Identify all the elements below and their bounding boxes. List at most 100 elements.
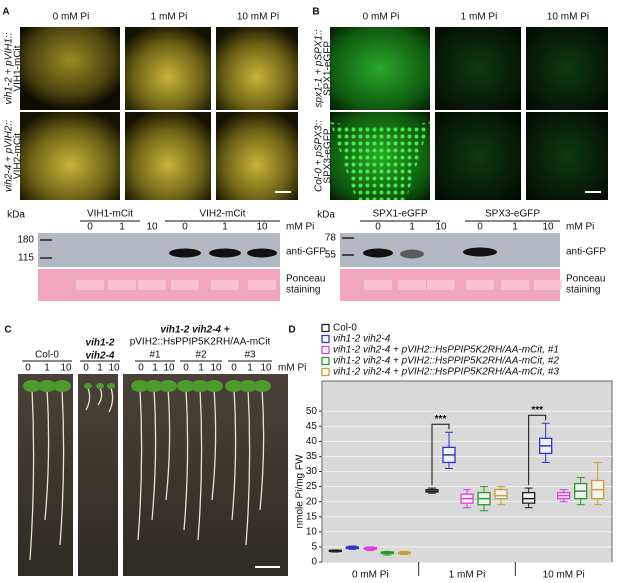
legend-label: Col-0: [333, 323, 357, 334]
ponceau-band: [501, 280, 529, 290]
x-tick-label: 10 mM Pi: [543, 570, 585, 581]
legend-swatch: [321, 345, 330, 355]
panel-letter: A: [2, 7, 9, 18]
lane-label: 1: [222, 222, 228, 233]
x-tick-label: 0 mM Pi: [352, 570, 389, 581]
rosette: [107, 383, 115, 389]
row-label: vih2-4 + pVIH2::: [4, 120, 15, 192]
stain-label: Ponceau: [566, 274, 605, 285]
significance-label: ***: [435, 414, 447, 425]
lane-label: 1: [409, 222, 415, 233]
blot-band: [363, 248, 393, 258]
group-label: vih1-2: [86, 338, 115, 349]
lane-label: 10: [163, 363, 175, 374]
micrograph: [125, 112, 211, 200]
y-tick-label: 10: [306, 526, 318, 537]
antibody-label: anti-GFP: [566, 247, 606, 258]
root: [108, 387, 114, 413]
blot-group-label: SPX3-eGFP: [485, 209, 540, 220]
y-tick-label: 30: [306, 466, 318, 477]
legend-label: vih1-2 vih2-4 + pVIH2::HsPPIP5K2RH/AA-mC…: [333, 367, 559, 378]
column-label: 1 mM Pi: [151, 12, 188, 23]
y-axis-label: nmole Pi/mg FW: [295, 454, 306, 528]
rosette: [253, 380, 271, 392]
micrograph: [20, 112, 120, 200]
blot-group-label: SPX1-eGFP: [372, 209, 427, 220]
row-label: VIH2-mCit: [13, 133, 24, 179]
ponceau-band: [108, 280, 136, 290]
kda-label: kDa: [317, 210, 335, 221]
lane-label: 1: [97, 363, 103, 374]
y-tick-label: 35: [306, 451, 318, 462]
y-tick-label: 45: [306, 421, 318, 432]
panel-letter: B: [312, 7, 319, 18]
rosette: [145, 380, 163, 392]
ponceau-band: [76, 280, 104, 290]
rosette: [23, 380, 41, 392]
blot-band: [209, 248, 241, 258]
root: [165, 387, 171, 501]
marker-label: 115: [18, 253, 34, 264]
blot-group-label: VIH1-mCit: [87, 209, 133, 220]
rosette: [84, 383, 92, 389]
micrograph-cells: [330, 122, 430, 200]
group-label: #3: [244, 350, 256, 361]
y-tick-label: 15: [306, 511, 318, 522]
blot-band: [247, 248, 277, 258]
ponceau-band: [171, 280, 199, 290]
rosette: [225, 380, 243, 392]
y-tick-label: 40: [306, 436, 318, 447]
box: [494, 488, 508, 500]
marker-label: 180: [17, 235, 34, 246]
micrograph: [435, 27, 521, 110]
column-label: 10 mM Pi: [547, 12, 589, 23]
header-label: pVIH2::HsPPIP5K2RH/AA-mCit: [130, 337, 271, 348]
row-label: VIH1-mCit: [13, 45, 24, 91]
legend-label: vih1-2 vih2-4 + pVIH2::HsPPIP5K2RH/AA-mC…: [333, 356, 559, 367]
lane-label: 0: [138, 363, 144, 374]
blot-band: [400, 249, 424, 259]
lane-label: 10: [435, 222, 447, 233]
lane-label: 1: [512, 222, 518, 233]
ponceau-band: [398, 280, 426, 290]
micrograph: [526, 112, 608, 200]
ponceau-band: [534, 280, 562, 290]
legend-swatch: [321, 367, 330, 377]
root: [97, 387, 103, 406]
ponceau-band: [248, 280, 276, 290]
stain-label: staining: [286, 285, 320, 296]
root: [137, 387, 143, 541]
micrograph: [330, 27, 430, 110]
lane-label: 0: [83, 363, 89, 374]
unit-label: mM Pi: [278, 363, 306, 374]
ponceau-band: [211, 280, 239, 290]
root: [59, 387, 65, 546]
root: [259, 387, 265, 511]
panel-letter: D: [288, 325, 295, 336]
y-tick-label: 0: [311, 557, 317, 568]
row-label: Col-0 + pSPX3::: [314, 120, 325, 192]
rosette: [191, 380, 209, 392]
root: [231, 387, 237, 521]
legend-swatch: [321, 356, 330, 366]
plate-photo: [18, 374, 288, 576]
micrograph: [125, 27, 211, 110]
lane-label: 1: [152, 363, 158, 374]
stain-label: Ponceau: [286, 274, 325, 285]
lane-label: 10: [260, 363, 272, 374]
box: [522, 491, 536, 504]
unit-label: mM Pi: [566, 222, 594, 233]
legend-swatch: [321, 323, 330, 333]
root: [85, 387, 91, 411]
rosette: [38, 380, 56, 392]
root: [151, 387, 157, 521]
lane-label: 0: [25, 363, 31, 374]
column-label: 0 mM Pi: [363, 12, 400, 23]
lane-label: 1: [119, 222, 125, 233]
lane-label: 10: [256, 222, 268, 233]
row-label: SPX1-eGFP: [323, 41, 334, 96]
lane-label: 0: [182, 222, 188, 233]
rosette: [159, 380, 177, 392]
